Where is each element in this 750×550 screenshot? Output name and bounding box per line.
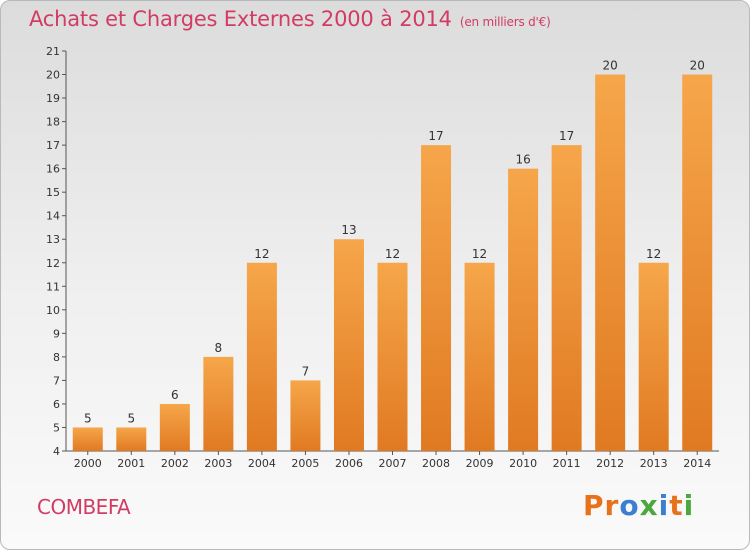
y-tick-label: 19 [46,92,60,105]
bar [551,145,582,451]
x-tick-label: 2001 [117,457,145,470]
x-tick-label: 2011 [553,457,581,470]
y-tick-label: 15 [46,186,60,199]
bar [508,168,539,451]
bar [682,74,713,451]
data-label: 12 [254,247,269,261]
data-label: 8 [215,341,223,355]
data-label: 6 [171,388,179,402]
data-label: 17 [428,129,443,143]
logo-letter: x [639,489,659,522]
data-label: 17 [559,129,574,143]
y-tick-label: 5 [53,421,60,434]
data-label: 12 [472,247,487,261]
data-label: 12 [646,247,661,261]
data-label: 5 [84,411,92,425]
bar [464,262,495,451]
x-tick-label: 2013 [640,457,668,470]
y-tick-label: 14 [46,210,60,223]
x-tick-label: 2014 [683,457,711,470]
y-tick-label: 8 [53,351,60,364]
bar [421,145,452,451]
y-tick-label: 4 [53,445,60,458]
y-tick-label: 7 [53,374,60,387]
bar [638,262,669,451]
bar [203,356,234,451]
logo-letter: i [658,489,670,522]
y-tick-label: 20 [46,69,60,82]
x-tick-label: 2008 [422,457,450,470]
bar [246,262,277,451]
x-tick-label: 2002 [161,457,189,470]
bar [377,262,408,451]
y-tick-label: 6 [53,398,60,411]
bar [116,427,147,451]
bar [333,239,364,451]
y-tick-label: 12 [46,257,60,270]
logo-letter: i [683,489,695,522]
logo-letter: o [619,489,640,522]
bar [72,427,103,451]
x-tick-label: 2012 [596,457,624,470]
y-tick-label: 11 [46,280,60,293]
data-label: 12 [385,247,400,261]
logo-letter: P [583,489,605,522]
x-tick-label: 2007 [379,457,407,470]
data-label: 16 [515,153,530,167]
proxiti-logo: Proxiti [583,489,694,522]
x-tick-label: 2005 [291,457,319,470]
chart-title-unit: (en milliers d'€) [459,15,551,29]
data-label: 13 [341,223,356,237]
y-tick-label: 10 [46,304,60,317]
chart-title-text: Achats et Charges Externes 2000 à 2014 [29,7,452,31]
bar [159,403,190,451]
logo-letter: r [604,489,620,522]
bar [595,74,626,451]
data-label: 5 [127,411,135,425]
bar [290,380,321,451]
y-tick-label: 16 [46,163,60,176]
data-label: 20 [603,59,618,73]
x-tick-label: 2006 [335,457,363,470]
data-label: 20 [690,59,705,73]
chart-title: Achats et Charges Externes 2000 à 2014 (e… [29,7,551,31]
x-tick-label: 2000 [74,457,102,470]
y-tick-label: 17 [46,139,60,152]
commune-name: COMBEFA [37,495,131,519]
y-tick-label: 21 [46,45,60,58]
data-label: 7 [302,364,310,378]
x-tick-label: 2009 [466,457,494,470]
x-tick-label: 2004 [248,457,276,470]
x-tick-label: 2010 [509,457,537,470]
y-tick-label: 13 [46,233,60,246]
y-tick-label: 18 [46,116,60,129]
x-tick-label: 2003 [204,457,232,470]
y-tick-label: 9 [53,327,60,340]
logo-letter: t [669,489,684,522]
